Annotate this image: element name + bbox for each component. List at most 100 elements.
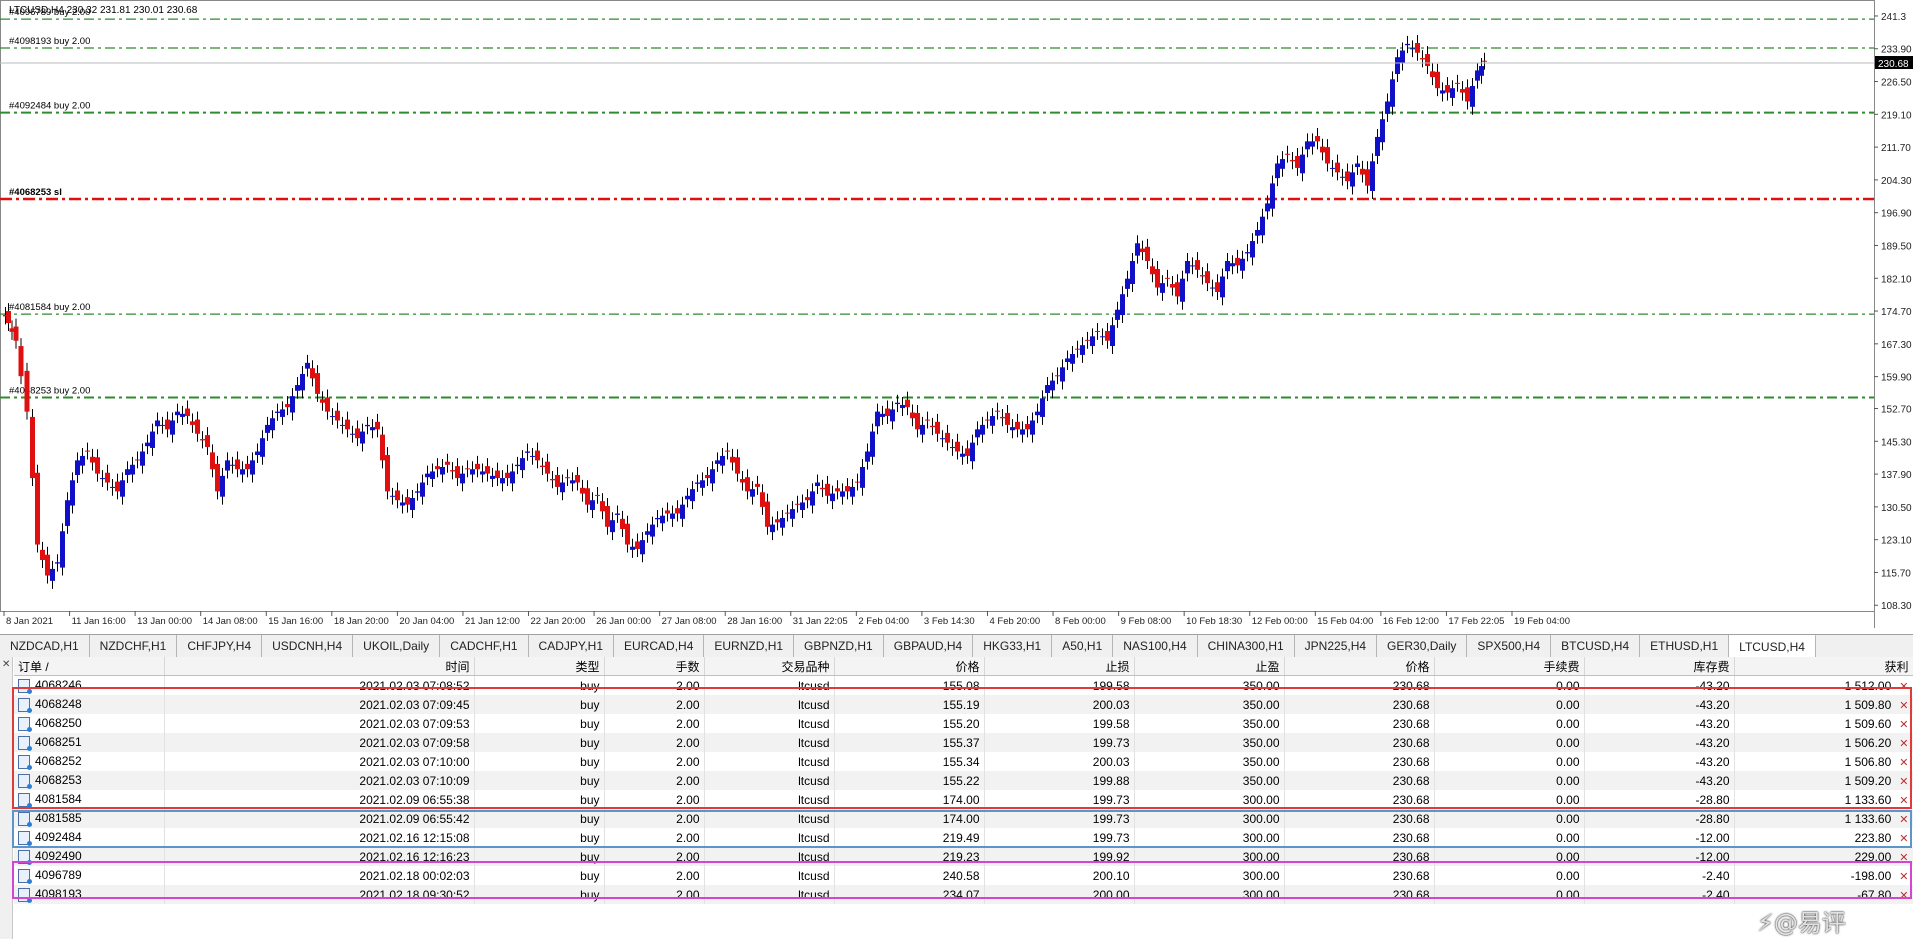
table-row[interactable]: 4068246 2021.02.03 07:08:52 buy 2.00 ltcusd 1… — [14, 675, 1913, 695]
close-icon[interactable]: ✕ — [2, 659, 11, 670]
close-order-icon[interactable]: ✕ — [1899, 813, 1909, 826]
close-order-icon[interactable]: ✕ — [1899, 775, 1909, 788]
tab-chfjpy-h4[interactable]: CHFJPY,H4 — [177, 635, 263, 657]
candle-body — [1090, 336, 1095, 347]
tab-ltcusd-h4[interactable]: LTCUSD,H4 — [1729, 635, 1816, 657]
time-tick-label: 15 Jan 16:00 — [268, 616, 323, 627]
candle-body — [1130, 260, 1135, 285]
table-row[interactable]: 4081585 2021.02.09 06:55:42 buy 2.00 ltcusd 1… — [14, 809, 1913, 828]
profit-value: 1 509.80 — [1844, 697, 1892, 712]
sl-cell: 199.73 — [984, 790, 1135, 809]
table-row[interactable]: 4068250 2021.02.03 07:09:53 buy 2.00 ltcusd 1… — [14, 714, 1913, 733]
candle-body — [1215, 282, 1220, 292]
table-row[interactable]: 4098193 2021.02.18 09:30:52 buy 2.00 ltcusd 2… — [14, 885, 1913, 904]
close-order-icon[interactable]: ✕ — [1899, 737, 1909, 750]
tab-usdcnh-h4[interactable]: USDCNH,H4 — [262, 635, 354, 657]
table-row[interactable]: 4096789 2021.02.18 00:02:03 buy 2.00 ltcusd 2… — [14, 866, 1913, 885]
candle-body — [720, 455, 725, 466]
close-order-icon[interactable]: ✕ — [1899, 680, 1909, 693]
tab-cadchf-h1[interactable]: CADCHF,H1 — [440, 635, 529, 657]
order-id: 4068250 — [35, 716, 82, 731]
order-id: 4068248 — [35, 697, 82, 712]
column-header[interactable]: 止损 — [984, 657, 1135, 676]
candle-body — [345, 419, 350, 430]
open-price-cell: 234.07 — [834, 885, 985, 904]
candle-body — [865, 451, 870, 462]
table-row[interactable]: 4068251 2021.02.03 07:09:58 buy 2.00 ltcusd 1… — [14, 733, 1913, 752]
candlestick-chart[interactable]: 241.3 233.90 226.50 219.10 211.70 204.30 196.9… — [0, 0, 1913, 628]
close-order-icon[interactable]: ✕ — [1899, 718, 1909, 731]
candle-body — [780, 517, 785, 528]
tab-nzdchf-h1[interactable]: NZDCHF,H1 — [90, 635, 178, 657]
time-cell: 2021.02.18 00:02:03 — [164, 866, 475, 885]
candle-body — [9, 328, 15, 332]
column-header[interactable]: 价格 — [1284, 657, 1435, 676]
tab-gbpaud-h4[interactable]: GBPAUD,H4 — [884, 635, 974, 657]
order-icon — [18, 678, 32, 694]
table-row[interactable]: 4092484 2021.02.16 12:15:08 buy 2.00 ltcusd 2… — [14, 828, 1913, 847]
order-cell: 4068248 — [14, 695, 165, 714]
tab-spx500-h4[interactable]: SPX500,H4 — [1467, 635, 1552, 657]
candle-body — [550, 478, 555, 481]
tab-btcusd-h4[interactable]: BTCUSD,H4 — [1551, 635, 1641, 657]
tab-nas100-h4[interactable]: NAS100,H4 — [1113, 635, 1198, 657]
candle-body — [380, 434, 385, 461]
table-row[interactable]: 4068248 2021.02.03 07:09:45 buy 2.00 ltcusd 1… — [14, 695, 1913, 714]
tab-ethusd-h1[interactable]: ETHUSD,H1 — [1640, 635, 1730, 657]
column-header[interactable]: 止盈 — [1134, 657, 1285, 676]
type-cell: buy — [474, 752, 605, 771]
swap-cell: -2.40 — [1584, 866, 1735, 885]
column-header[interactable]: 获利 — [1734, 657, 1913, 676]
time-tick-label: 2 Feb 04:00 — [858, 616, 909, 627]
sl-cell: 199.58 — [984, 714, 1135, 733]
column-header[interactable]: 库存费 — [1584, 657, 1735, 676]
table-row[interactable]: 4092490 2021.02.16 12:16:23 buy 2.00 ltcusd 2… — [14, 847, 1913, 866]
order-icon — [18, 716, 32, 732]
tab-gbpnzd-h1[interactable]: GBPNZD,H1 — [794, 635, 884, 657]
candle-body — [60, 531, 65, 568]
candle-body — [355, 428, 360, 439]
column-header[interactable]: 订单 / — [14, 657, 165, 676]
time-cell: 2021.02.03 07:09:45 — [164, 695, 475, 714]
current-price-marker — [1875, 56, 1913, 70]
table-row[interactable]: 4068252 2021.02.03 07:10:00 buy 2.00 ltcusd 1… — [14, 752, 1913, 771]
candle-body — [895, 402, 900, 405]
column-header[interactable]: 价格 — [834, 657, 985, 676]
tab-eurcad-h4[interactable]: EURCAD,H4 — [614, 635, 705, 657]
tab-jpn225-h4[interactable]: JPN225,H4 — [1295, 635, 1378, 657]
close-order-icon[interactable]: ✕ — [1899, 889, 1909, 902]
tab-ger30-daily[interactable]: GER30,Daily — [1377, 635, 1468, 657]
close-order-icon[interactable]: ✕ — [1899, 870, 1909, 883]
candle-body — [1185, 260, 1190, 274]
table-row[interactable]: 4081584 2021.02.09 06:55:38 buy 2.00 ltcusd 1… — [14, 790, 1913, 809]
column-header[interactable]: 手数 — [604, 657, 705, 676]
type-cell: buy — [474, 885, 605, 904]
column-header[interactable]: 交易品种 — [704, 657, 835, 676]
close-order-icon[interactable]: ✕ — [1899, 832, 1909, 845]
close-order-icon[interactable]: ✕ — [1899, 699, 1909, 712]
symbol-tabs-bar: NZDCAD,H1 NZDCHF,H1 CHFJPY,H4 USDCNH,H4 UKOI… — [0, 634, 1913, 658]
price-cell: 230.68 — [1284, 714, 1435, 733]
column-header[interactable]: 手续费 — [1434, 657, 1585, 676]
column-header[interactable]: 类型 — [474, 657, 605, 676]
tab-china300-h1[interactable]: CHINA300,H1 — [1198, 635, 1295, 657]
profit-value: 1 506.20 — [1844, 735, 1892, 750]
candle-body — [830, 493, 835, 502]
candle-body — [645, 531, 650, 535]
close-order-icon[interactable]: ✕ — [1899, 756, 1909, 769]
table-row[interactable]: 4068253 2021.02.03 07:10:09 buy 2.00 ltcusd 1… — [14, 771, 1913, 790]
candle-body — [1240, 258, 1245, 271]
tab-a50-h1[interactable]: A50,H1 — [1052, 635, 1114, 657]
close-order-icon[interactable]: ✕ — [1899, 794, 1909, 807]
orders-table: 订单 / 时间 类型 手数 交易品种 价格 止损 止盈 价格 手续费 库存费 获利 4068246 20… — [14, 657, 1913, 904]
tab-hkg33-h1[interactable]: HKG33,H1 — [973, 635, 1053, 657]
price-chart[interactable]: 241.3 233.90 226.50 219.10 211.70 204.30 196.9… — [0, 0, 1913, 628]
candle-body — [1015, 421, 1020, 430]
close-order-icon[interactable]: ✕ — [1899, 851, 1909, 864]
column-header[interactable]: 时间 — [164, 657, 475, 676]
tab-eurnzd-h1[interactable]: EURNZD,H1 — [704, 635, 795, 657]
tab-cadjpy-h1[interactable]: CADJPY,H1 — [529, 635, 615, 657]
tab-nzdcad-h1[interactable]: NZDCAD,H1 — [0, 635, 90, 657]
tab-ukoil-daily[interactable]: UKOIL,Daily — [353, 635, 441, 657]
candle-body — [1315, 136, 1320, 142]
